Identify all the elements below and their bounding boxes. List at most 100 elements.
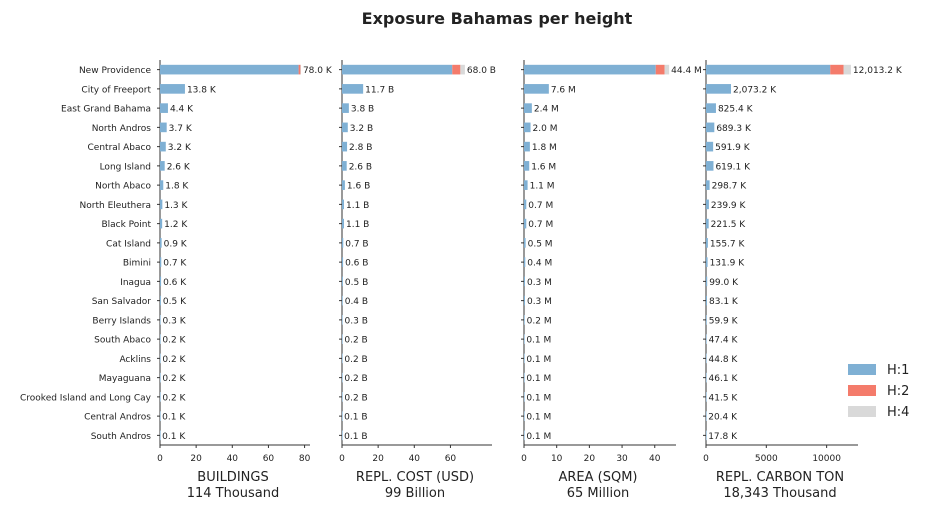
data-label: 1.1 B <box>346 220 369 230</box>
data-label: 11.7 B <box>365 85 394 95</box>
data-label: 0.4 B <box>345 297 368 307</box>
data-label: 0.2 B <box>344 393 367 403</box>
category-label: Central Abaco <box>88 143 152 153</box>
bar-segment <box>342 218 344 229</box>
data-label: 0.6 B <box>345 259 368 269</box>
category-label: Mayaguana <box>99 374 151 384</box>
bar-segment <box>524 141 530 152</box>
x-tick-label: 60 <box>445 454 457 464</box>
legend-label: H:2 <box>887 384 909 399</box>
bar-segment <box>706 411 707 421</box>
category-label: Acklins <box>119 355 151 365</box>
bar-segment <box>342 64 453 75</box>
bar-segment <box>524 315 525 325</box>
bar-segment <box>524 199 527 210</box>
bar-segment <box>342 430 343 441</box>
data-label: 221.5 K <box>711 220 747 230</box>
data-label: 3.8 B <box>351 105 374 115</box>
legend-label: H:1 <box>887 363 909 378</box>
bar-segment <box>298 64 301 75</box>
bar-segment <box>655 64 665 75</box>
x-tick-label: 10 <box>551 454 563 464</box>
bar-segment <box>160 84 185 94</box>
data-label: 131.9 K <box>710 259 746 269</box>
data-label: 2.6 K <box>167 162 191 172</box>
x-tick-label: 20 <box>372 454 384 464</box>
data-label: 47.4 K <box>709 336 739 346</box>
data-label: 0.2 K <box>162 393 186 403</box>
x-tick-label: 0 <box>157 454 163 464</box>
category-label: North Andros <box>92 124 152 134</box>
data-label: 0.4 M <box>527 259 552 269</box>
data-label: 0.1 B <box>344 432 367 442</box>
bar-segment <box>460 64 465 75</box>
category-label: North Abaco <box>95 182 151 192</box>
bar-segment <box>706 199 709 210</box>
data-label: 0.5 K <box>163 297 187 307</box>
category-label: New Providence <box>79 66 151 76</box>
bar-segment <box>524 276 525 287</box>
bar-segment <box>160 161 165 171</box>
data-label: 0.2 K <box>162 336 186 346</box>
bar-segment <box>706 180 710 190</box>
bar-segment <box>342 84 364 94</box>
bar-segment <box>706 84 732 94</box>
category-label: Berry Islands <box>92 316 151 326</box>
bar-segment <box>342 295 343 306</box>
bar-segment <box>452 64 461 75</box>
data-label: 7.6 M <box>551 85 576 95</box>
x-tick-label: 0 <box>339 454 345 464</box>
data-label: 2.8 B <box>349 143 372 153</box>
data-label: 0.2 B <box>344 355 367 365</box>
data-label: 0.7 B <box>345 239 368 249</box>
data-label: 0.7 K <box>163 259 187 269</box>
data-label: 41.5 K <box>709 393 739 403</box>
bar-segment <box>706 315 707 325</box>
chart-legend: H:1 H:2 H:4 <box>848 363 909 420</box>
bar-segment <box>342 353 343 364</box>
bar-segment <box>342 411 343 421</box>
panel-total: 99 Billion <box>385 486 445 501</box>
bar-segment <box>160 315 161 325</box>
data-label: 0.1 M <box>526 432 551 442</box>
category-label: Inagua <box>120 278 151 288</box>
legend-swatch <box>848 364 876 375</box>
panel-1: 0 20 40 60 80 78.0 K 13.8 K 4.4 K 3.7 K 3.2 K 2.6 … <box>157 60 333 501</box>
panel-4: 0 5000 10000 12,013.2 K 2,073.2 K 825.4 K 689.… <box>703 60 903 501</box>
x-tick-label: 80 <box>299 454 311 464</box>
bar-segment <box>160 353 161 364</box>
data-label: 2.0 M <box>533 124 558 134</box>
bar-segment <box>706 257 708 267</box>
bar-segment <box>843 64 851 75</box>
x-tick-label: 0 <box>703 454 709 464</box>
data-label: 59.9 K <box>709 316 739 326</box>
data-label: 619.1 K <box>715 162 751 172</box>
data-label: 99.0 K <box>709 278 739 288</box>
bar-segment <box>706 238 708 248</box>
x-tick-label: 20 <box>584 454 596 464</box>
bar-segment <box>524 161 530 171</box>
bar-segment <box>524 218 527 229</box>
data-label: 1.1 B <box>346 201 369 211</box>
data-label: 2.6 B <box>349 162 372 172</box>
bar-segment <box>524 334 525 344</box>
category-label: South Abaco <box>94 336 151 346</box>
bar-segment <box>706 392 707 402</box>
data-label: 689.3 K <box>716 124 752 134</box>
data-label: 239.9 K <box>711 201 747 211</box>
bar-segment <box>160 392 161 402</box>
data-label: 825.4 K <box>718 105 754 115</box>
category-labels: New Providence City of Freeport East Grand… <box>20 66 152 442</box>
data-label: 0.5 B <box>345 278 368 288</box>
data-label: 1.6 B <box>347 182 370 192</box>
data-label: 0.1 M <box>526 355 551 365</box>
data-label: 17.8 K <box>708 432 738 442</box>
bar-segment <box>830 64 844 75</box>
data-label: 0.1 M <box>526 336 551 346</box>
x-tick-label: 30 <box>616 454 628 464</box>
bar-segment <box>664 64 670 75</box>
bar-segment <box>524 238 526 248</box>
bar-segment <box>706 103 716 113</box>
chart-panels: 0 20 40 60 80 78.0 K 13.8 K 4.4 K 3.7 K 3.2 K 2.6 … <box>157 60 903 501</box>
data-label: 1.8 M <box>532 143 557 153</box>
